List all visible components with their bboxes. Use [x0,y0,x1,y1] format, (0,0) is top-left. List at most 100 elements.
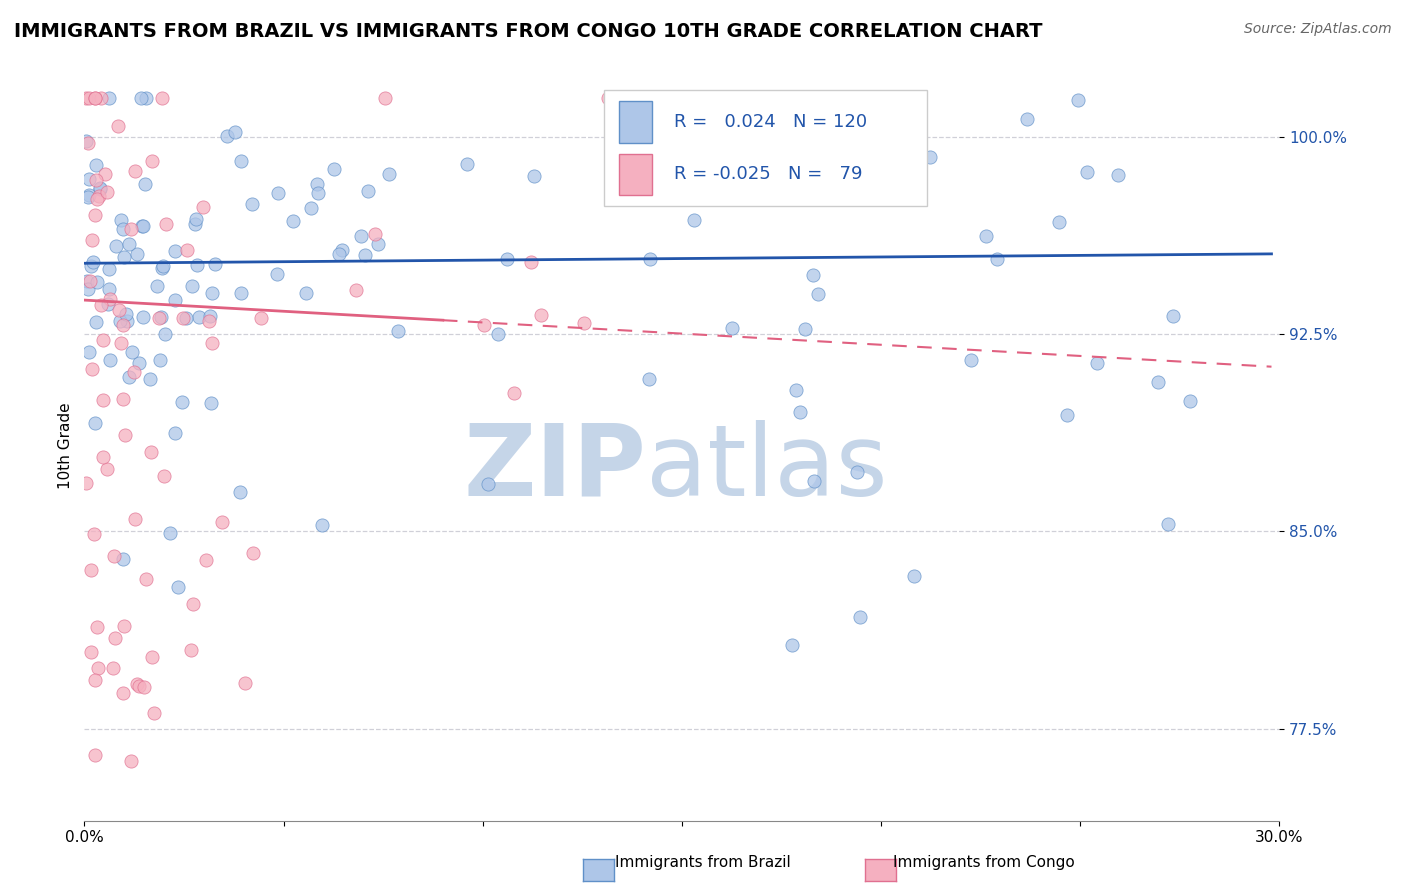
Point [198,314,221,328]
Point [112,221,135,235]
Point [143,706,166,720]
Point [149,310,172,324]
Point [200,335,222,350]
Point [200,396,222,410]
Point [191,200,214,214]
Point [155,217,177,231]
Point [198,309,221,323]
Point [101,661,124,675]
Point [224,125,246,139]
Point [357,185,380,199]
Point [267,186,290,200]
Point [105,238,128,252]
Point [124,512,146,526]
Point [82,362,104,376]
Point [780,638,803,652]
Point [170,394,193,409]
Point [118,237,141,252]
Point [574,316,596,330]
Point [112,619,135,633]
Point [233,676,256,690]
Point [114,428,136,442]
Point [110,213,132,227]
Point [141,153,163,168]
Text: Immigrants from Brazil: Immigrants from Brazil [616,855,790,870]
Point [363,227,385,242]
Point [181,279,204,293]
Point [803,474,825,488]
Point [1076,164,1098,178]
Point [83,527,105,541]
Point [1056,408,1078,422]
Point [91,393,114,408]
Point [84,673,107,688]
Point [846,465,869,479]
Point [125,247,148,261]
Point [186,258,208,272]
Point [520,255,543,269]
Bar [619,153,652,195]
Point [77,188,100,202]
Point [1107,168,1129,182]
Point [477,476,499,491]
Point [174,310,197,325]
Point [149,352,172,367]
Point [84,158,107,172]
Point [76,274,98,288]
Text: ZIP: ZIP [463,420,647,517]
Point [79,563,101,577]
Point [90,90,112,104]
Point [89,182,111,196]
Point [77,190,100,204]
Text: Immigrants from Congo: Immigrants from Congo [893,855,1076,870]
Point [181,597,204,611]
Point [1180,394,1202,409]
Point [522,169,544,184]
Point [152,468,174,483]
Point [75,90,97,104]
Point [322,161,344,176]
Point [789,405,811,419]
Point [307,186,329,201]
Point [166,580,188,594]
Point [131,219,153,233]
Text: R = -0.025   N =   79: R = -0.025 N = 79 [673,165,862,184]
Point [960,352,983,367]
Point [98,353,121,368]
Point [127,677,149,691]
Point [76,134,98,148]
Point [668,181,690,195]
Point [79,259,101,273]
Point [305,177,328,191]
Point [112,552,135,566]
Point [132,310,155,325]
Point [495,252,517,266]
Point [114,307,136,321]
Point [1047,215,1070,229]
Point [83,417,105,431]
Point [80,645,103,659]
Point [150,260,173,275]
Text: IMMIGRANTS FROM BRAZIL VS IMMIGRANTS FROM CONGO 10TH GRADE CORRELATION CHART: IMMIGRANTS FROM BRAZIL VS IMMIGRANTS FRO… [14,22,1043,41]
Point [122,365,145,379]
Point [98,261,121,276]
Point [111,392,134,406]
Point [79,172,101,186]
Point [503,386,526,401]
Point [110,335,132,350]
Point [311,518,333,533]
Point [94,167,117,181]
Point [108,302,131,317]
Point [84,173,107,187]
Point [98,293,121,307]
Point [82,255,104,269]
Point [785,384,807,398]
Point [231,285,253,300]
Point [172,311,194,326]
Point [97,296,120,310]
Point [135,572,157,586]
Point [918,150,941,164]
Point [135,90,157,104]
Point [132,680,155,694]
Point [367,236,389,251]
